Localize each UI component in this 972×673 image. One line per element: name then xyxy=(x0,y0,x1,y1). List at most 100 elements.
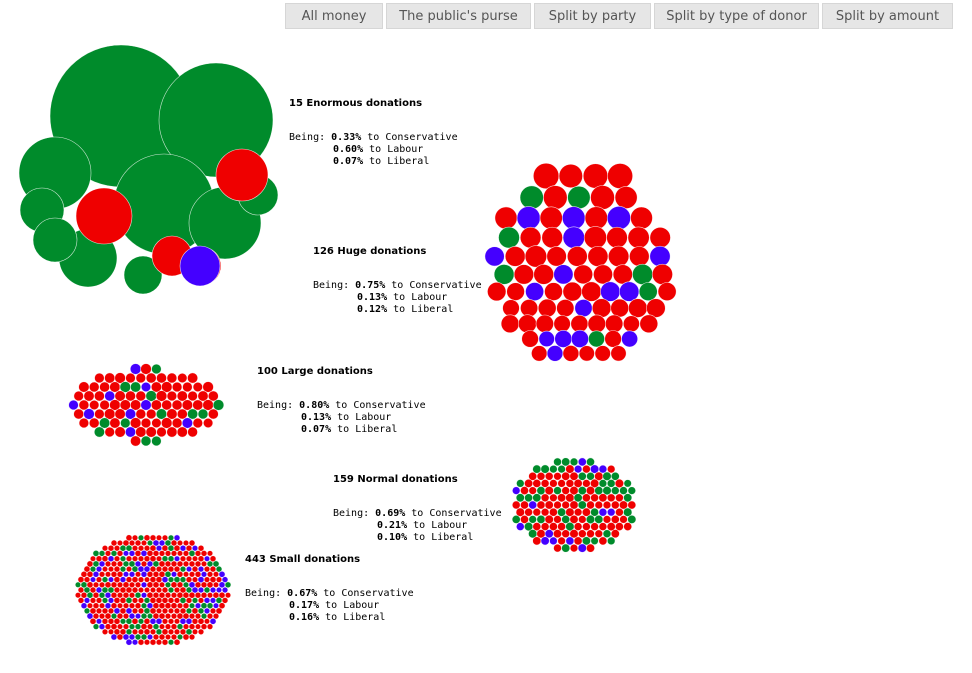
bubble-g4-149 xyxy=(218,570,226,578)
bubble-g4-418 xyxy=(125,638,133,646)
bubble-g2-24 xyxy=(192,381,203,393)
bubble-g0-11 xyxy=(215,148,269,202)
bubble-g2-35 xyxy=(166,390,178,402)
bubble-g1-79 xyxy=(562,345,580,362)
bubble-g2-69 xyxy=(78,417,90,429)
bubble-g4-53 xyxy=(170,550,178,557)
bubble-g1-11 xyxy=(539,206,563,230)
bubble-g4-387 xyxy=(101,628,109,635)
bubble-g4-315 xyxy=(167,607,175,615)
bubble-g4-123 xyxy=(203,565,211,573)
tab-all-money[interactable]: All money xyxy=(285,3,383,29)
bubble-g1-10 xyxy=(516,206,541,230)
bubble-g4-367 xyxy=(92,623,100,630)
bubble-g4-393 xyxy=(137,628,145,635)
bubble-g1-70 xyxy=(521,330,539,348)
bubble-g3-101 xyxy=(536,514,546,524)
tab-split-by-party[interactable]: Split by party xyxy=(534,3,651,29)
bubble-g0-9 xyxy=(123,255,163,295)
bubble-g4-298 xyxy=(206,602,214,610)
bubble-g2-55 xyxy=(73,408,85,420)
breakdown-label: to Labour xyxy=(331,412,391,423)
bubble-g3-131 xyxy=(561,529,571,539)
tab-public-purse[interactable]: The public's purse xyxy=(386,3,531,29)
bubble-g3-40 xyxy=(511,486,521,495)
tab-split-by-amount[interactable]: Split by amount xyxy=(822,3,953,29)
bubble-g4-39 xyxy=(197,544,205,552)
breakdown-label: to Labour xyxy=(363,144,423,155)
bubble-g1-66 xyxy=(587,314,606,333)
bubble-g1-20 xyxy=(583,226,607,250)
bubble-g3-142 xyxy=(565,536,575,546)
bubble-g1-73 xyxy=(570,329,589,348)
bubble-g4-46 xyxy=(128,550,136,557)
bubble-g1-80 xyxy=(578,345,595,362)
bubble-g2-40 xyxy=(68,399,79,411)
bubble-g4-399 xyxy=(173,628,181,635)
bubble-g4-105 xyxy=(95,565,103,573)
bubble-g4-58 xyxy=(200,550,208,557)
bubble-g1-45 xyxy=(544,282,563,301)
bubble-g4-310 xyxy=(137,607,145,615)
breakdown-label: to Labour xyxy=(387,292,447,303)
bubble-g4-189 xyxy=(158,581,166,588)
bubble-g3-2 xyxy=(569,457,579,467)
breakdown-value: 0.75% xyxy=(355,280,385,291)
bubble-g4-411 xyxy=(152,633,160,641)
bubble-g4-392 xyxy=(131,628,139,635)
bubble-g4-413 xyxy=(164,633,172,641)
bubble-g3-150 xyxy=(569,543,579,553)
breakdown-value: 0.21% xyxy=(377,520,407,531)
breakdown-label: to Liberal xyxy=(407,532,473,543)
bubble-g4-185 xyxy=(134,581,142,588)
bubble-g4-65 xyxy=(119,555,127,562)
bubble-g1-39 xyxy=(612,264,633,285)
bubble-g4-75 xyxy=(179,555,187,562)
tab-split-by-donor-type[interactable]: Split by type of donor xyxy=(654,3,819,29)
bubble-g3-28 xyxy=(532,478,542,488)
bubble-g3-38 xyxy=(614,478,625,489)
bubble-g4-120 xyxy=(185,565,193,573)
bubble-g4-36 xyxy=(179,544,187,552)
breakdown-label: to Liberal xyxy=(387,304,453,315)
bubble-g4-87 xyxy=(122,560,130,568)
breakdown-prefix: Being: xyxy=(257,400,299,411)
bubble-g4-136 xyxy=(140,570,148,578)
breakdown-line-conservative: Being: 0.69% to Conservative xyxy=(333,508,502,519)
bubble-g4-360 xyxy=(173,618,181,625)
bubble-g3-149 xyxy=(561,543,571,553)
bubble-g4-368 xyxy=(98,623,106,630)
bubble-g1-6 xyxy=(567,185,591,210)
bubble-g3-54 xyxy=(627,486,636,495)
bubble-g1-56 xyxy=(574,299,593,318)
bubble-g1-41 xyxy=(651,263,673,285)
bubble-g1-21 xyxy=(606,226,628,249)
breakdown-value: 0.07% xyxy=(333,156,363,167)
bubble-g4-246 xyxy=(194,591,202,599)
bubble-g2-6 xyxy=(125,372,136,384)
bubble-g4-211 xyxy=(137,586,145,594)
group-title: 159 Normal donations xyxy=(333,474,458,485)
bubble-g4-415 xyxy=(176,633,184,641)
bubble-g4-252 xyxy=(77,597,85,604)
bubble-g4-198 xyxy=(212,581,220,588)
bubble-g1-15 xyxy=(630,206,653,230)
bubble-g1-40 xyxy=(632,263,654,285)
bubble-g2-75 xyxy=(140,417,152,429)
breakdown-value: 0.60% xyxy=(333,144,363,155)
bubble-g3-0 xyxy=(553,457,562,467)
bubble-g4-271 xyxy=(191,597,199,604)
bubble-g1-22 xyxy=(627,226,650,249)
bubble-g3-97 xyxy=(623,507,633,517)
bubble-g4-242 xyxy=(170,591,178,599)
bubble-g1-69 xyxy=(639,314,659,334)
bubble-g2-39 xyxy=(207,390,219,402)
bubble-g3-137 xyxy=(610,529,620,539)
bubble-g4-354 xyxy=(137,618,145,625)
bubble-g4-426 xyxy=(173,638,181,646)
bubble-g1-25 xyxy=(504,246,526,267)
bubble-g3-25 xyxy=(610,471,620,481)
bubble-g4-32 xyxy=(155,544,163,552)
bubble-g4-59 xyxy=(206,550,214,557)
bubble-g3-11 xyxy=(582,464,591,474)
